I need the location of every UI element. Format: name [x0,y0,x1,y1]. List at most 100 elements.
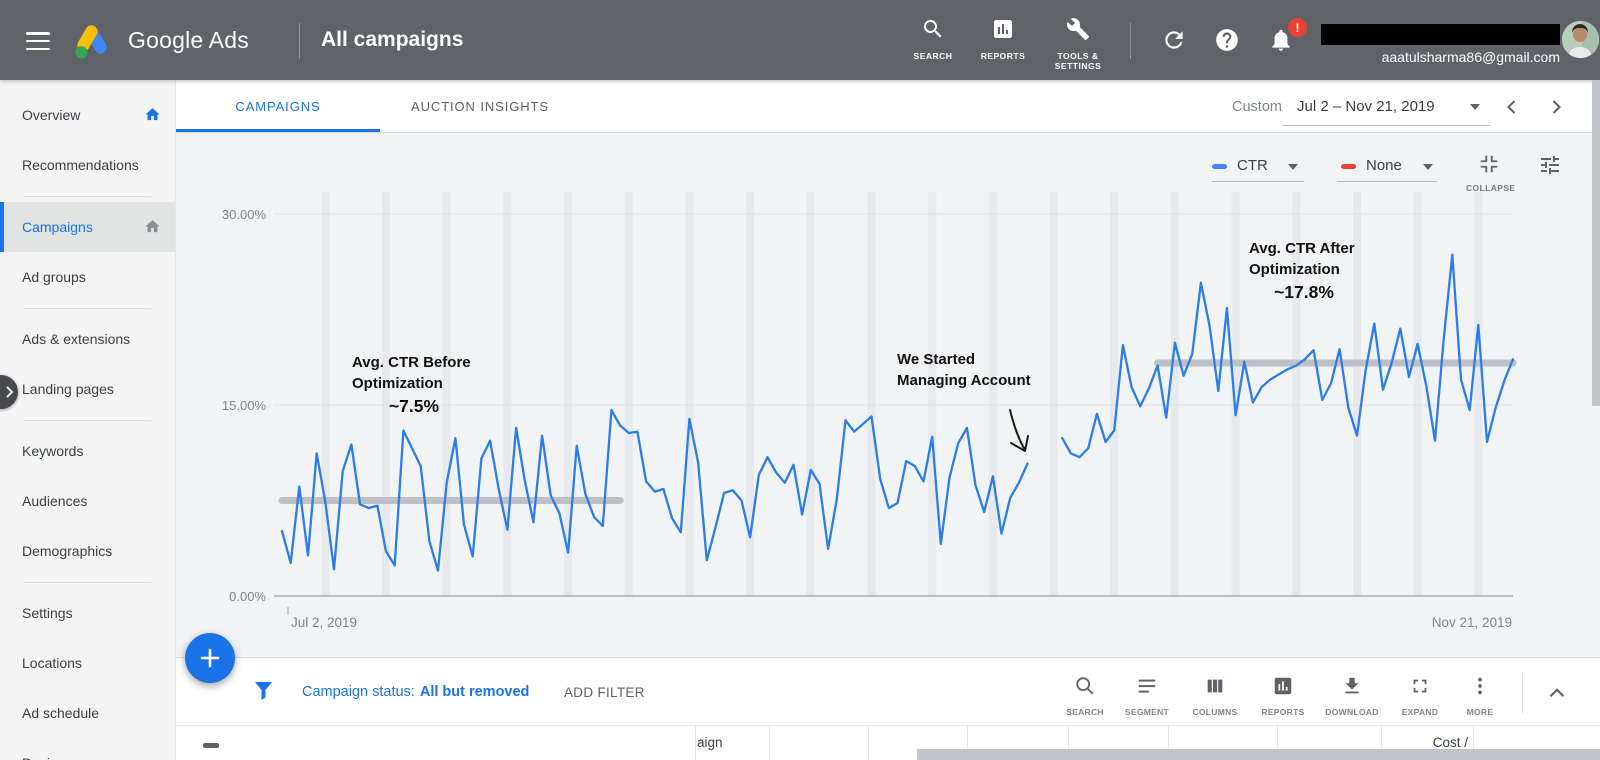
column-header-campaign-fragment[interactable]: aign [697,735,723,750]
metric-selector-2[interactable]: None [1337,155,1437,183]
collapse-chart-button[interactable]: COLLAPSE [1466,153,1515,193]
segment-button[interactable]: SEGMENT [1119,658,1175,726]
search-icon [921,0,945,46]
sidebar-item-label: Campaigns [22,219,93,235]
topbar-tools-label-line2: SETTINGS [1054,61,1102,71]
sidebar-item-devices[interactable]: Devices [0,738,175,760]
sidebar-item-label: Demographics [22,543,113,559]
sidebar-item-ads-extensions[interactable]: Ads & extensions [0,314,175,364]
tab-campaigns[interactable]: CAMPAIGNS [176,80,380,133]
sidebar-item-campaigns[interactable]: Campaigns [0,202,175,252]
google-ads-logo-icon[interactable] [70,19,112,66]
tool-label: SEGMENT [1124,707,1170,717]
horizontal-scrollbar-thumb[interactable] [917,749,1600,760]
topbar-search-label: SEARCH [913,51,953,61]
download-icon [1341,658,1363,702]
annotation-we-started-managing: We Started Managing Account [897,349,1031,391]
product-name: Google Ads [128,26,249,53]
home-icon [144,106,161,126]
filter-status-label: Campaign status: [302,684,415,700]
tab-auction-insights[interactable]: AUCTION INSIGHTS [380,80,580,133]
sidebar-item-keywords[interactable]: Keywords [0,426,175,476]
chevron-down-icon [1423,164,1433,170]
sidebar-item-locations[interactable]: Locations [0,638,175,688]
chevron-down-icon[interactable] [1470,104,1480,110]
add-filter-button[interactable]: ADD FILTER [564,684,645,700]
sidebar-item-label: Ads & extensions [22,331,131,347]
vertical-scrollbar-thumb[interactable] [1592,80,1600,406]
sidebar-divider [0,414,175,426]
add-campaign-fab[interactable] [185,633,235,683]
table-search-button[interactable]: SEARCH [1057,658,1113,726]
bar-chart-icon [1272,658,1294,702]
topbar-tools-label-line1: TOOLS & [1057,51,1099,61]
sidebar-item-demographics[interactable]: Demographics [0,526,175,576]
select-all-checkbox[interactable] [203,743,219,748]
sidebar-item-audiences[interactable]: Audiences [0,476,175,526]
sidebar-divider [0,576,175,588]
sidebar-item-recommendations[interactable]: Recommendations [0,140,175,190]
metric-underline [1337,181,1437,182]
topbar-reports-button[interactable]: REPORTS [971,0,1035,80]
y-axis-tick-0: 0.00% [229,589,266,604]
expand-button[interactable]: EXPAND [1392,658,1448,726]
reports-button[interactable]: REPORTS [1255,658,1311,726]
date-next-button[interactable] [1546,97,1566,117]
download-button[interactable]: DOWNLOAD [1324,658,1380,726]
date-range-value[interactable]: Jul 2 – Nov 21, 2019 [1297,98,1435,115]
x-axis-start-label: Jul 2, 2019 [291,615,358,630]
campaign-status-filter[interactable]: Campaign status: All but removed [302,658,529,726]
toolbar-divider [1522,673,1523,713]
ctr-line-chart [274,192,1517,615]
annotation-line: Managing Account [897,372,1031,389]
chart-settings-sliders-icon[interactable] [1538,153,1562,177]
chevron-right-icon [6,386,14,398]
column-separator [1277,726,1278,760]
home-icon [144,218,161,238]
topbar-search-button[interactable]: SEARCH [901,0,965,80]
filter-toolbar-row: Campaign status: All but removed ADD FIL… [176,658,1600,726]
sidebar-item-label: Overview [22,107,81,123]
avatar[interactable] [1562,21,1599,58]
column-separator [695,726,696,760]
sidebar-item-label: Keywords [22,443,84,459]
chevron-up-icon[interactable] [1544,680,1572,708]
refresh-icon[interactable] [1161,27,1187,53]
date-previous-button[interactable] [1502,97,1522,117]
topbar-divider-2 [1130,23,1131,59]
annotation-line: Optimization [352,375,443,392]
annotation-line: Optimization [1249,261,1340,278]
metric-selector-1[interactable]: CTR [1212,155,1304,183]
sidebar-item-label: Devices [22,755,72,760]
sidebar-item-label: Recommendations [22,157,139,173]
columns-button[interactable]: COLUMNS [1187,658,1243,726]
sidebar-item-settings[interactable]: Settings [0,588,175,638]
tool-label: REPORTS [1261,707,1305,717]
topbar-divider [299,23,300,59]
top-app-bar: Google Ads All campaigns SEARCH REPORTS … [0,0,1600,80]
sidebar-item-ad-schedule[interactable]: Ad schedule [0,688,175,738]
topbar-tools-settings-button[interactable]: TOOLS & SETTINGS [1042,0,1114,80]
notifications-bell-icon[interactable] [1268,27,1294,53]
wrench-icon [1066,0,1090,46]
column-separator [1168,726,1169,760]
sidebar-navigation: Overview Recommendations Campaigns Ad gr… [0,80,176,760]
sidebar-item-overview[interactable]: Overview [0,90,175,140]
annotation-arrow [1009,409,1029,452]
annotation-value: ~7.5% [388,396,440,416]
sidebar-item-landing-pages[interactable]: Landing pages [0,364,175,414]
metric-label: None [1366,157,1402,174]
column-separator [967,726,968,760]
menu-icon[interactable] [26,32,50,51]
column-separator [1473,726,1474,760]
date-range-preset: Custom [1232,98,1282,115]
tool-label: EXPAND [1401,707,1439,717]
tab-bar: CAMPAIGNS AUCTION INSIGHTS Custom Jul 2 … [176,80,1600,133]
column-header-cost-fragment[interactable]: Cost / [1432,735,1468,750]
sidebar-expand-handle[interactable] [0,375,18,409]
more-button[interactable]: MORE [1452,658,1508,726]
annotation-line: We Started [897,351,976,368]
sidebar-item-ad-groups[interactable]: Ad groups [0,252,175,302]
help-icon[interactable] [1214,27,1240,53]
